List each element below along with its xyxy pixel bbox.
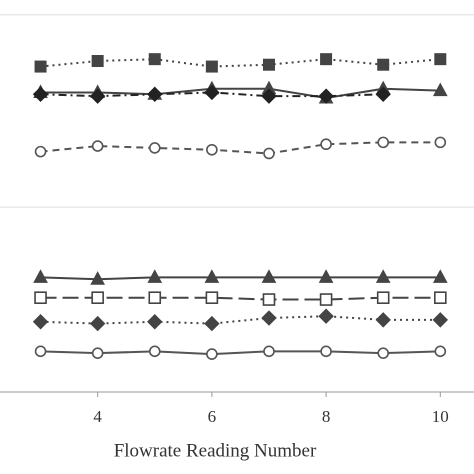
- point: [377, 347, 389, 359]
- point: [91, 291, 104, 304]
- point: [204, 269, 220, 283]
- point: [148, 142, 161, 154]
- point: [262, 293, 276, 306]
- point: [32, 86, 49, 103]
- point: [432, 269, 448, 283]
- point: [34, 145, 47, 158]
- x-tick-label: 4: [93, 407, 102, 426]
- point: [34, 60, 47, 73]
- point: [206, 143, 218, 156]
- point: [148, 291, 162, 304]
- point: [147, 269, 163, 283]
- point: [147, 86, 163, 103]
- point: [205, 60, 218, 73]
- point: [320, 345, 332, 358]
- point: [34, 345, 47, 358]
- point: [263, 345, 275, 358]
- x-tick-label: 8: [322, 407, 331, 426]
- point: [434, 53, 447, 66]
- point: [376, 291, 390, 304]
- point: [89, 88, 106, 104]
- point: [318, 88, 334, 104]
- point: [375, 269, 391, 283]
- series-line: [40, 87, 441, 100]
- point: [261, 88, 277, 104]
- series-line: [40, 276, 441, 281]
- point: [432, 82, 448, 97]
- point: [91, 55, 104, 68]
- series-line: [40, 141, 441, 155]
- point: [318, 269, 334, 283]
- point: [434, 291, 447, 304]
- point: [89, 315, 106, 332]
- point: [318, 308, 334, 324]
- point: [377, 58, 390, 71]
- point: [204, 84, 220, 101]
- point: [319, 293, 333, 306]
- x-tick-label: 6: [208, 407, 217, 426]
- point: [33, 269, 48, 283]
- x-tick-label: 10: [432, 407, 449, 426]
- point: [261, 310, 277, 326]
- point: [432, 312, 449, 328]
- series-line: [40, 296, 441, 301]
- point: [34, 291, 47, 304]
- point: [261, 269, 277, 283]
- point: [204, 315, 220, 332]
- point: [90, 271, 105, 285]
- point: [262, 58, 275, 71]
- x-axis-title: Flowrate Reading Number: [114, 440, 317, 461]
- point: [91, 347, 104, 359]
- series-line: [40, 58, 441, 68]
- point: [320, 53, 333, 66]
- point: [434, 345, 447, 358]
- series-line: [40, 350, 441, 356]
- point: [377, 136, 389, 149]
- point: [434, 136, 447, 149]
- point: [263, 147, 275, 160]
- point: [206, 348, 218, 360]
- point: [375, 86, 391, 103]
- point: [148, 53, 161, 66]
- point: [91, 140, 104, 152]
- point: [148, 345, 161, 358]
- point: [320, 138, 332, 151]
- point: [32, 314, 49, 330]
- plot-area: [32, 53, 449, 360]
- point: [375, 312, 391, 328]
- point: [147, 314, 163, 330]
- point: [205, 291, 219, 304]
- series-line: [40, 315, 441, 325]
